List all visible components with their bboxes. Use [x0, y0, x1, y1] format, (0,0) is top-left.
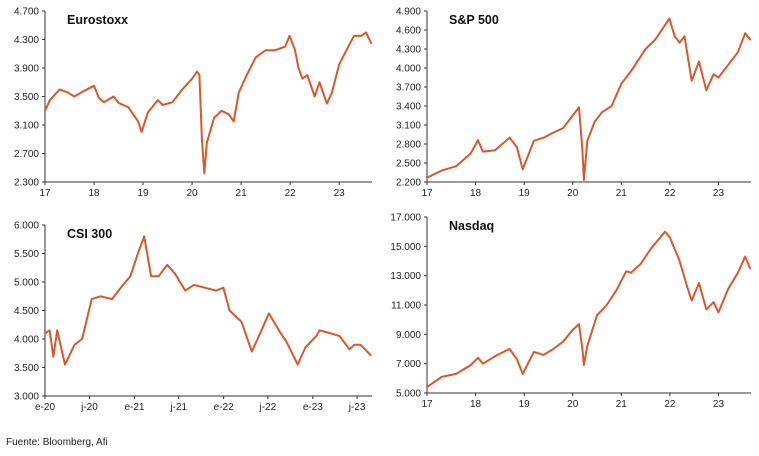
- chart-title: Eurostoxx: [67, 13, 128, 27]
- y-tick-label: 5.000: [14, 278, 39, 289]
- x-tick-label: j-22: [259, 402, 277, 413]
- y-tick-label: 2.200: [396, 178, 421, 189]
- y-tick-label: 17.000: [390, 213, 421, 224]
- y-tick-label: 3.500: [14, 363, 39, 374]
- x-tick-label: 23: [713, 399, 725, 410]
- chart-title: Nasdaq: [449, 219, 494, 233]
- x-tick-label: j-23: [348, 402, 366, 413]
- source-note: Fuente: Bloomberg, Afi: [6, 437, 108, 448]
- y-tick-label: 5.500: [14, 249, 39, 260]
- x-tick-label: 18: [470, 188, 482, 199]
- y-tick-label: 2.300: [14, 178, 39, 189]
- x-tick-label: 19: [519, 188, 531, 199]
- series-line-0: [426, 17, 751, 182]
- x-tick-label: 17: [421, 188, 433, 199]
- y-tick-label: 3.400: [396, 102, 421, 113]
- x-tick-label: 19: [137, 188, 149, 199]
- x-tick-label: 21: [616, 188, 628, 199]
- x-tick-label: e-22: [214, 402, 234, 413]
- y-tick-label: 4.000: [14, 335, 39, 346]
- chart-panel-0: 2.300 2.700 3.100 3.500 3.900 4.300 4.700 17 18 1…: [14, 7, 372, 199]
- y-tick-label: 6.000: [14, 221, 39, 232]
- x-tick-label: 18: [88, 188, 100, 199]
- y-tick-label: 2.800: [396, 140, 421, 151]
- chart-title: S&P 500: [449, 13, 499, 27]
- series-line-0: [44, 31, 372, 175]
- x-tick-label: 18: [470, 399, 482, 410]
- y-tick-label: 15.000: [390, 242, 421, 253]
- chart-title: CSI 300: [67, 227, 112, 241]
- x-tick-label: j-20: [80, 402, 98, 413]
- x-tick-label: 21: [236, 188, 248, 199]
- y-tick-label: 4.500: [14, 306, 39, 317]
- y-tick-label: 3.500: [14, 92, 39, 103]
- x-tick-label: 20: [567, 399, 579, 410]
- y-tick-label: 3.700: [396, 83, 421, 94]
- y-tick-label: 4.000: [396, 64, 421, 75]
- x-tick-label: 23: [334, 188, 346, 199]
- y-tick-label: 2.500: [396, 159, 421, 170]
- chart-panel-3: 5.000 7.000 9.000 11.000 13.000 15.000 17.000 1…: [390, 213, 751, 410]
- y-tick-label: 3.100: [14, 121, 39, 132]
- y-tick-label: 3.100: [396, 121, 421, 132]
- series-line-0: [426, 230, 751, 389]
- y-tick-label: 3.000: [14, 392, 39, 403]
- x-tick-label: j-21: [169, 402, 187, 413]
- y-tick-label: 4.300: [396, 45, 421, 56]
- series-line-0: [44, 235, 372, 366]
- y-tick-label: 11.000: [391, 301, 421, 312]
- x-tick-label: 19: [519, 399, 531, 410]
- y-tick-label: 3.900: [14, 64, 39, 75]
- x-tick-label: 17: [421, 399, 433, 410]
- y-tick-label: 4.300: [14, 35, 39, 46]
- y-tick-label: 4.700: [14, 7, 39, 18]
- chart-panel-1: 2.200 2.500 2.800 3.100 3.400 3.700 4.000 4.300…: [396, 7, 751, 199]
- y-tick-label: 2.700: [14, 149, 39, 160]
- y-tick-label: 4.900: [396, 7, 421, 18]
- y-tick-label: 7.000: [396, 359, 421, 370]
- y-tick-label: 9.000: [396, 330, 421, 341]
- x-tick-label: 22: [285, 188, 297, 199]
- x-tick-label: 20: [567, 188, 579, 199]
- x-tick-label: 22: [664, 188, 676, 199]
- x-tick-label: e-23: [303, 402, 323, 413]
- x-tick-label: 17: [39, 188, 51, 199]
- x-tick-label: 22: [664, 399, 676, 410]
- x-tick-label: 20: [187, 188, 199, 199]
- y-tick-label: 4.600: [396, 26, 421, 37]
- x-tick-label: 21: [616, 399, 628, 410]
- y-tick-label: 13.000: [390, 271, 421, 282]
- x-tick-label: e-21: [124, 402, 144, 413]
- y-tick-label: 5.000: [396, 389, 421, 400]
- chart-panel-2: 3.000 3.500 4.000 4.500 5.000 5.500 6.000 e-20 j…: [14, 221, 372, 413]
- x-tick-label: e-20: [35, 402, 55, 413]
- x-tick-label: 23: [713, 188, 725, 199]
